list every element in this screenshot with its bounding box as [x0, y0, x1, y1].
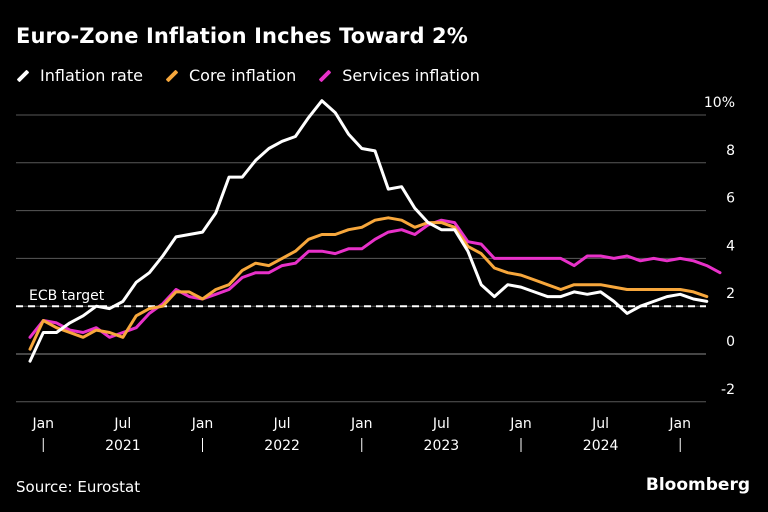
x-tick-label: Jan [31, 416, 54, 432]
series-lines [28, 99, 722, 363]
x-tick-label: Jan [668, 416, 691, 432]
year-label: 2024 [583, 438, 619, 454]
legend-item-services: Services inflation [318, 66, 480, 85]
y-tick-label: 4 [726, 238, 735, 254]
year-label: 2021 [105, 438, 141, 454]
source-note: Source: Eurostat [16, 478, 141, 496]
x-tick-label: Jul [591, 416, 609, 432]
year-label: 2023 [424, 438, 460, 454]
y-tick-label: 8 [726, 143, 735, 159]
legend-label-services: Services inflation [342, 66, 480, 85]
y-tick-label: 0 [726, 334, 735, 350]
chart-title: Euro-Zone Inflation Inches Toward 2% [16, 24, 468, 48]
y-tick-label: 6 [726, 191, 735, 207]
y-tick-label: 10% [704, 95, 735, 111]
x-tick-label: Jan [191, 416, 214, 432]
x-tick-label: Jul [273, 416, 291, 432]
legend-label-core: Core inflation [188, 66, 297, 85]
core-inflation-line [28, 216, 709, 351]
axes: -2 0 2 4 6 8 10% Jan Jul Jan Jul Jan Jul Jan Jul Jan 202… [31, 95, 735, 454]
y-tick-label: -2 [721, 382, 735, 398]
inflation-rate-line [28, 99, 709, 363]
x-tick-label: Jan [509, 416, 532, 432]
x-tick-label: Jul [432, 416, 450, 432]
grid-lines [16, 114, 706, 403]
legend: Inflation rate Core inflation Services i… [16, 66, 502, 85]
ecb-target-line: ECB target [16, 288, 706, 308]
legend-item-core: Core inflation [165, 66, 296, 85]
x-tick-label: Jul [113, 416, 131, 432]
legend-label-inflation: Inflation rate [40, 66, 143, 85]
y-tick-label: 2 [726, 286, 735, 302]
services-inflation-line [28, 218, 722, 339]
legend-item-inflation: Inflation rate [16, 66, 143, 85]
x-tick-label: Jan [350, 416, 373, 432]
ecb-target-label: ECB target [29, 288, 105, 304]
year-label: 2022 [264, 438, 300, 454]
bloomberg-logo: Bloomberg [645, 475, 750, 495]
